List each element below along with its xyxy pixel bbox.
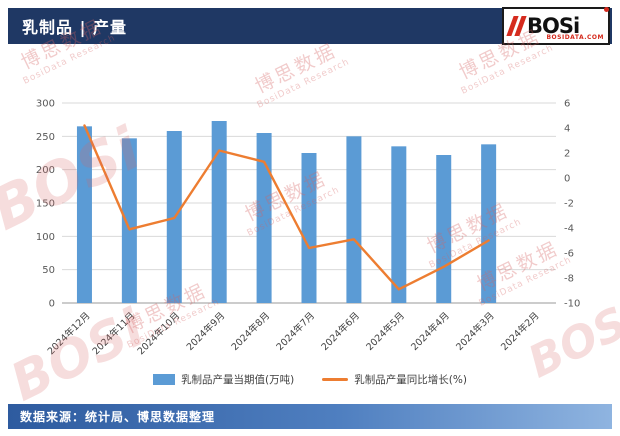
chart-legend: 乳制品产量当期值(万吨) 乳制品产量同比增长(%) bbox=[0, 372, 620, 387]
svg-text:2024年4月: 2024年4月 bbox=[409, 310, 452, 353]
svg-text:2024年12月: 2024年12月 bbox=[45, 310, 93, 358]
logo-dot-icon bbox=[604, 7, 609, 12]
logo-subtext: BOSIDATA.COM bbox=[546, 34, 604, 41]
svg-text:2024年2月: 2024年2月 bbox=[498, 310, 541, 353]
legend-line-label: 乳制品产量同比增长(%) bbox=[354, 374, 467, 386]
svg-text:2024年10月: 2024年10月 bbox=[135, 310, 183, 358]
footer: 数据来源：统计局、博思数据整理 bbox=[8, 404, 612, 429]
svg-text:2024年7月: 2024年7月 bbox=[274, 310, 317, 353]
footer-source: 数据来源：统计局、博思数据整理 bbox=[20, 410, 216, 424]
bosi-logo: BOSi BOSIDATA.COM bbox=[502, 7, 610, 45]
header: 乳制品 | 产量 BOSi BOSIDATA.COM bbox=[8, 7, 612, 45]
production-chart: 0 50 100 150 200 250 300 -10 -8 -6 -4 -2 0 2 4 6 2024年12… bbox=[36, 99, 580, 358]
page-title: 乳制品 | 产量 bbox=[22, 18, 127, 37]
logo-stripes-icon bbox=[506, 16, 527, 36]
svg-text:100: 100 bbox=[36, 232, 55, 243]
svg-text:0: 0 bbox=[49, 299, 55, 310]
logo-text: BOSi bbox=[527, 13, 580, 38]
svg-text:-4: -4 bbox=[564, 224, 574, 235]
legend-item-bar: 乳制品产量当期值(万吨) bbox=[153, 372, 294, 387]
svg-text:150: 150 bbox=[36, 199, 55, 210]
svg-text:2: 2 bbox=[564, 149, 570, 160]
legend-item-line: 乳制品产量同比增长(%) bbox=[322, 372, 467, 387]
svg-text:2024年6月: 2024年6月 bbox=[319, 310, 362, 353]
svg-text:2024年9月: 2024年9月 bbox=[184, 310, 227, 353]
svg-text:50: 50 bbox=[42, 265, 55, 276]
svg-text:300: 300 bbox=[36, 99, 55, 110]
legend-bar-label: 乳制品产量当期值(万吨) bbox=[181, 374, 295, 386]
svg-text:-6: -6 bbox=[564, 249, 574, 260]
svg-text:200: 200 bbox=[36, 165, 55, 176]
svg-text:-8: -8 bbox=[564, 274, 574, 285]
svg-text:2024年5月: 2024年5月 bbox=[364, 310, 407, 353]
svg-text:4: 4 bbox=[564, 124, 570, 135]
svg-text:0: 0 bbox=[564, 174, 570, 185]
svg-text:250: 250 bbox=[36, 132, 55, 143]
svg-text:-2: -2 bbox=[564, 199, 574, 210]
svg-text:6: 6 bbox=[564, 99, 570, 110]
svg-text:-10: -10 bbox=[564, 299, 580, 310]
legend-line-swatch bbox=[322, 378, 349, 381]
svg-text:2024年3月: 2024年3月 bbox=[453, 310, 496, 353]
svg-text:2024年11月: 2024年11月 bbox=[90, 310, 138, 358]
svg-text:2024年8月: 2024年8月 bbox=[229, 310, 272, 353]
legend-bar-swatch bbox=[153, 374, 176, 385]
